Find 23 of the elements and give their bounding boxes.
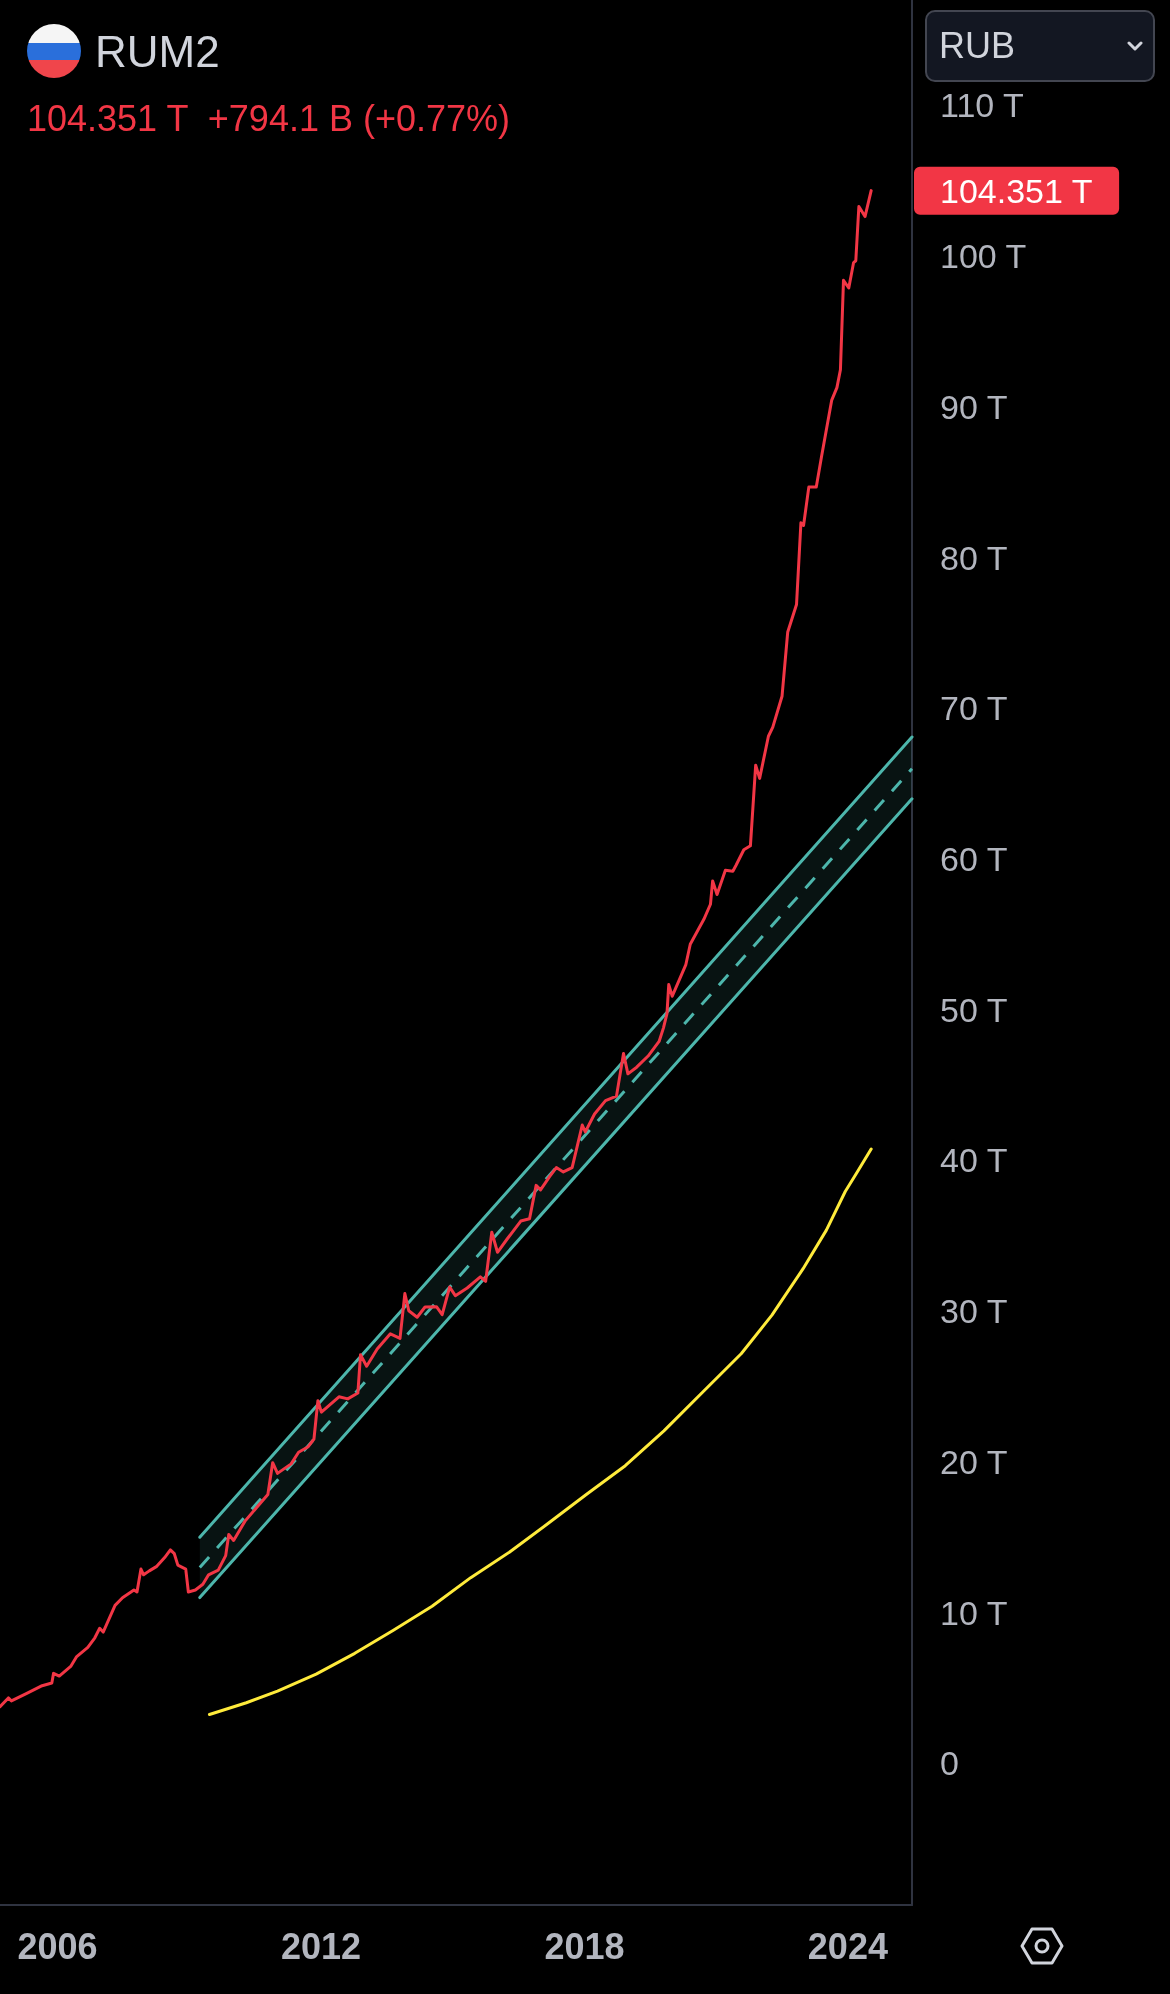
y-tick-label: 40 T: [940, 1141, 1008, 1180]
y-tick-label: 80 T: [940, 538, 1008, 577]
y-tick-label: 0: [940, 1744, 959, 1783]
y-tick-label: 110 T: [940, 86, 1024, 125]
line-series: [0, 189, 873, 1709]
y-tick-label: 100 T: [940, 237, 1027, 276]
y-axis-title: RUB: [939, 24, 1016, 68]
line-series: [207, 1147, 873, 1716]
text: RUM2: [95, 26, 220, 78]
text: 104.351 T +794.1 B (+0.77%): [27, 97, 511, 141]
dropdown: RUB: [925, 10, 1155, 82]
x-tick-label: 2006: [17, 1925, 98, 1967]
x-tick-label: 2012: [280, 1925, 362, 1967]
text: 104.351 T: [940, 171, 1093, 210]
y-tick-label: 20 T: [940, 1442, 1008, 1481]
x-tick-label: 2018: [544, 1925, 625, 1967]
y-tick-label: 50 T: [940, 990, 1008, 1029]
y-tick-label: 70 T: [940, 689, 1008, 728]
y-tick-label: 30 T: [940, 1292, 1008, 1331]
y-tick-label: 60 T: [940, 840, 1008, 879]
y-tick-label: 10 T: [940, 1593, 1008, 1632]
y-tick-label: 90 T: [940, 387, 1008, 426]
x-tick-label: 2024: [807, 1925, 888, 1967]
